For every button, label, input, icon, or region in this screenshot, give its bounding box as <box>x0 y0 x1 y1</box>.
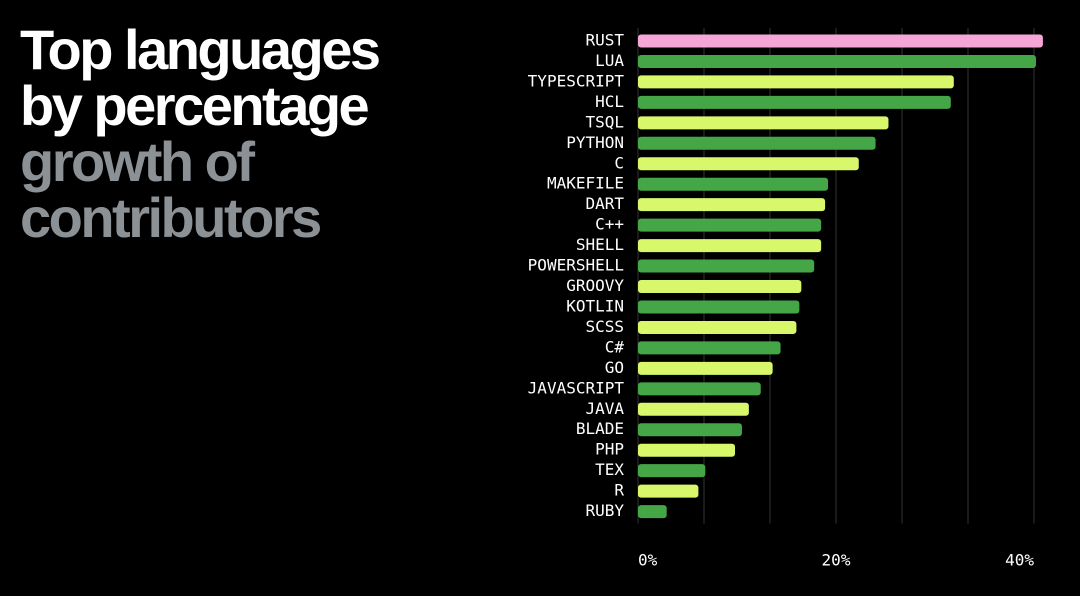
y-tick-label: C <box>614 153 624 172</box>
bar <box>638 300 800 314</box>
bar <box>638 382 761 396</box>
bar <box>638 177 829 191</box>
y-tick-label: TYPESCRIPT <box>528 71 625 90</box>
bar <box>638 95 951 109</box>
bar <box>638 75 954 89</box>
y-tick-label: GROOVY <box>566 276 624 295</box>
y-tick-label: PHP <box>595 440 624 459</box>
bar <box>638 484 699 498</box>
bar <box>638 116 889 130</box>
y-tick-label: TSQL <box>585 112 624 131</box>
y-tick-label: POWERSHELL <box>528 256 624 275</box>
y-tick-label: KOTLIN <box>566 296 624 315</box>
bar <box>638 402 749 416</box>
y-tick-label: TEX <box>595 460 624 479</box>
y-tick-label: HCL <box>595 92 624 111</box>
y-tick-label: MAKEFILE <box>547 174 624 193</box>
bar <box>638 54 1036 68</box>
bar <box>638 443 736 457</box>
y-tick-label: R <box>614 481 624 500</box>
x-tick-label: 20% <box>822 551 851 570</box>
y-tick-label: RUBY <box>585 501 624 520</box>
bar <box>638 361 773 375</box>
bar <box>638 239 822 253</box>
y-tick-label: SCSS <box>585 317 624 336</box>
bar <box>638 136 876 150</box>
y-tick-label: SHELL <box>576 235 624 254</box>
bar <box>638 423 742 437</box>
y-tick-label: PYTHON <box>566 133 624 152</box>
x-tick-label: 0% <box>638 551 658 570</box>
y-tick-label: LUA <box>595 51 624 70</box>
x-tick-label: 40% <box>1005 551 1034 570</box>
chart-subtitle: growth of contributors <box>20 130 322 249</box>
y-tick-label: GO <box>605 358 624 377</box>
bar <box>638 341 781 355</box>
bar <box>638 259 815 273</box>
bar <box>638 320 797 334</box>
y-tick-label: RUST <box>585 31 624 50</box>
y-tick-label: BLADE <box>576 419 624 438</box>
bar <box>638 157 859 171</box>
bar <box>638 280 802 294</box>
y-tick-label: JAVA <box>585 399 624 418</box>
y-tick-label: DART <box>585 194 624 213</box>
bar <box>638 505 667 519</box>
bar <box>638 34 1043 48</box>
y-tick-label: C# <box>605 337 625 356</box>
bar <box>638 198 826 212</box>
y-tick-label: JAVASCRIPT <box>528 378 625 397</box>
y-tick-label: C++ <box>595 215 624 234</box>
heading: Top languages by percentage growth of co… <box>20 22 440 246</box>
chart-title: Top languages by percentage <box>20 18 381 137</box>
bar <box>638 464 706 478</box>
bar <box>638 218 822 232</box>
